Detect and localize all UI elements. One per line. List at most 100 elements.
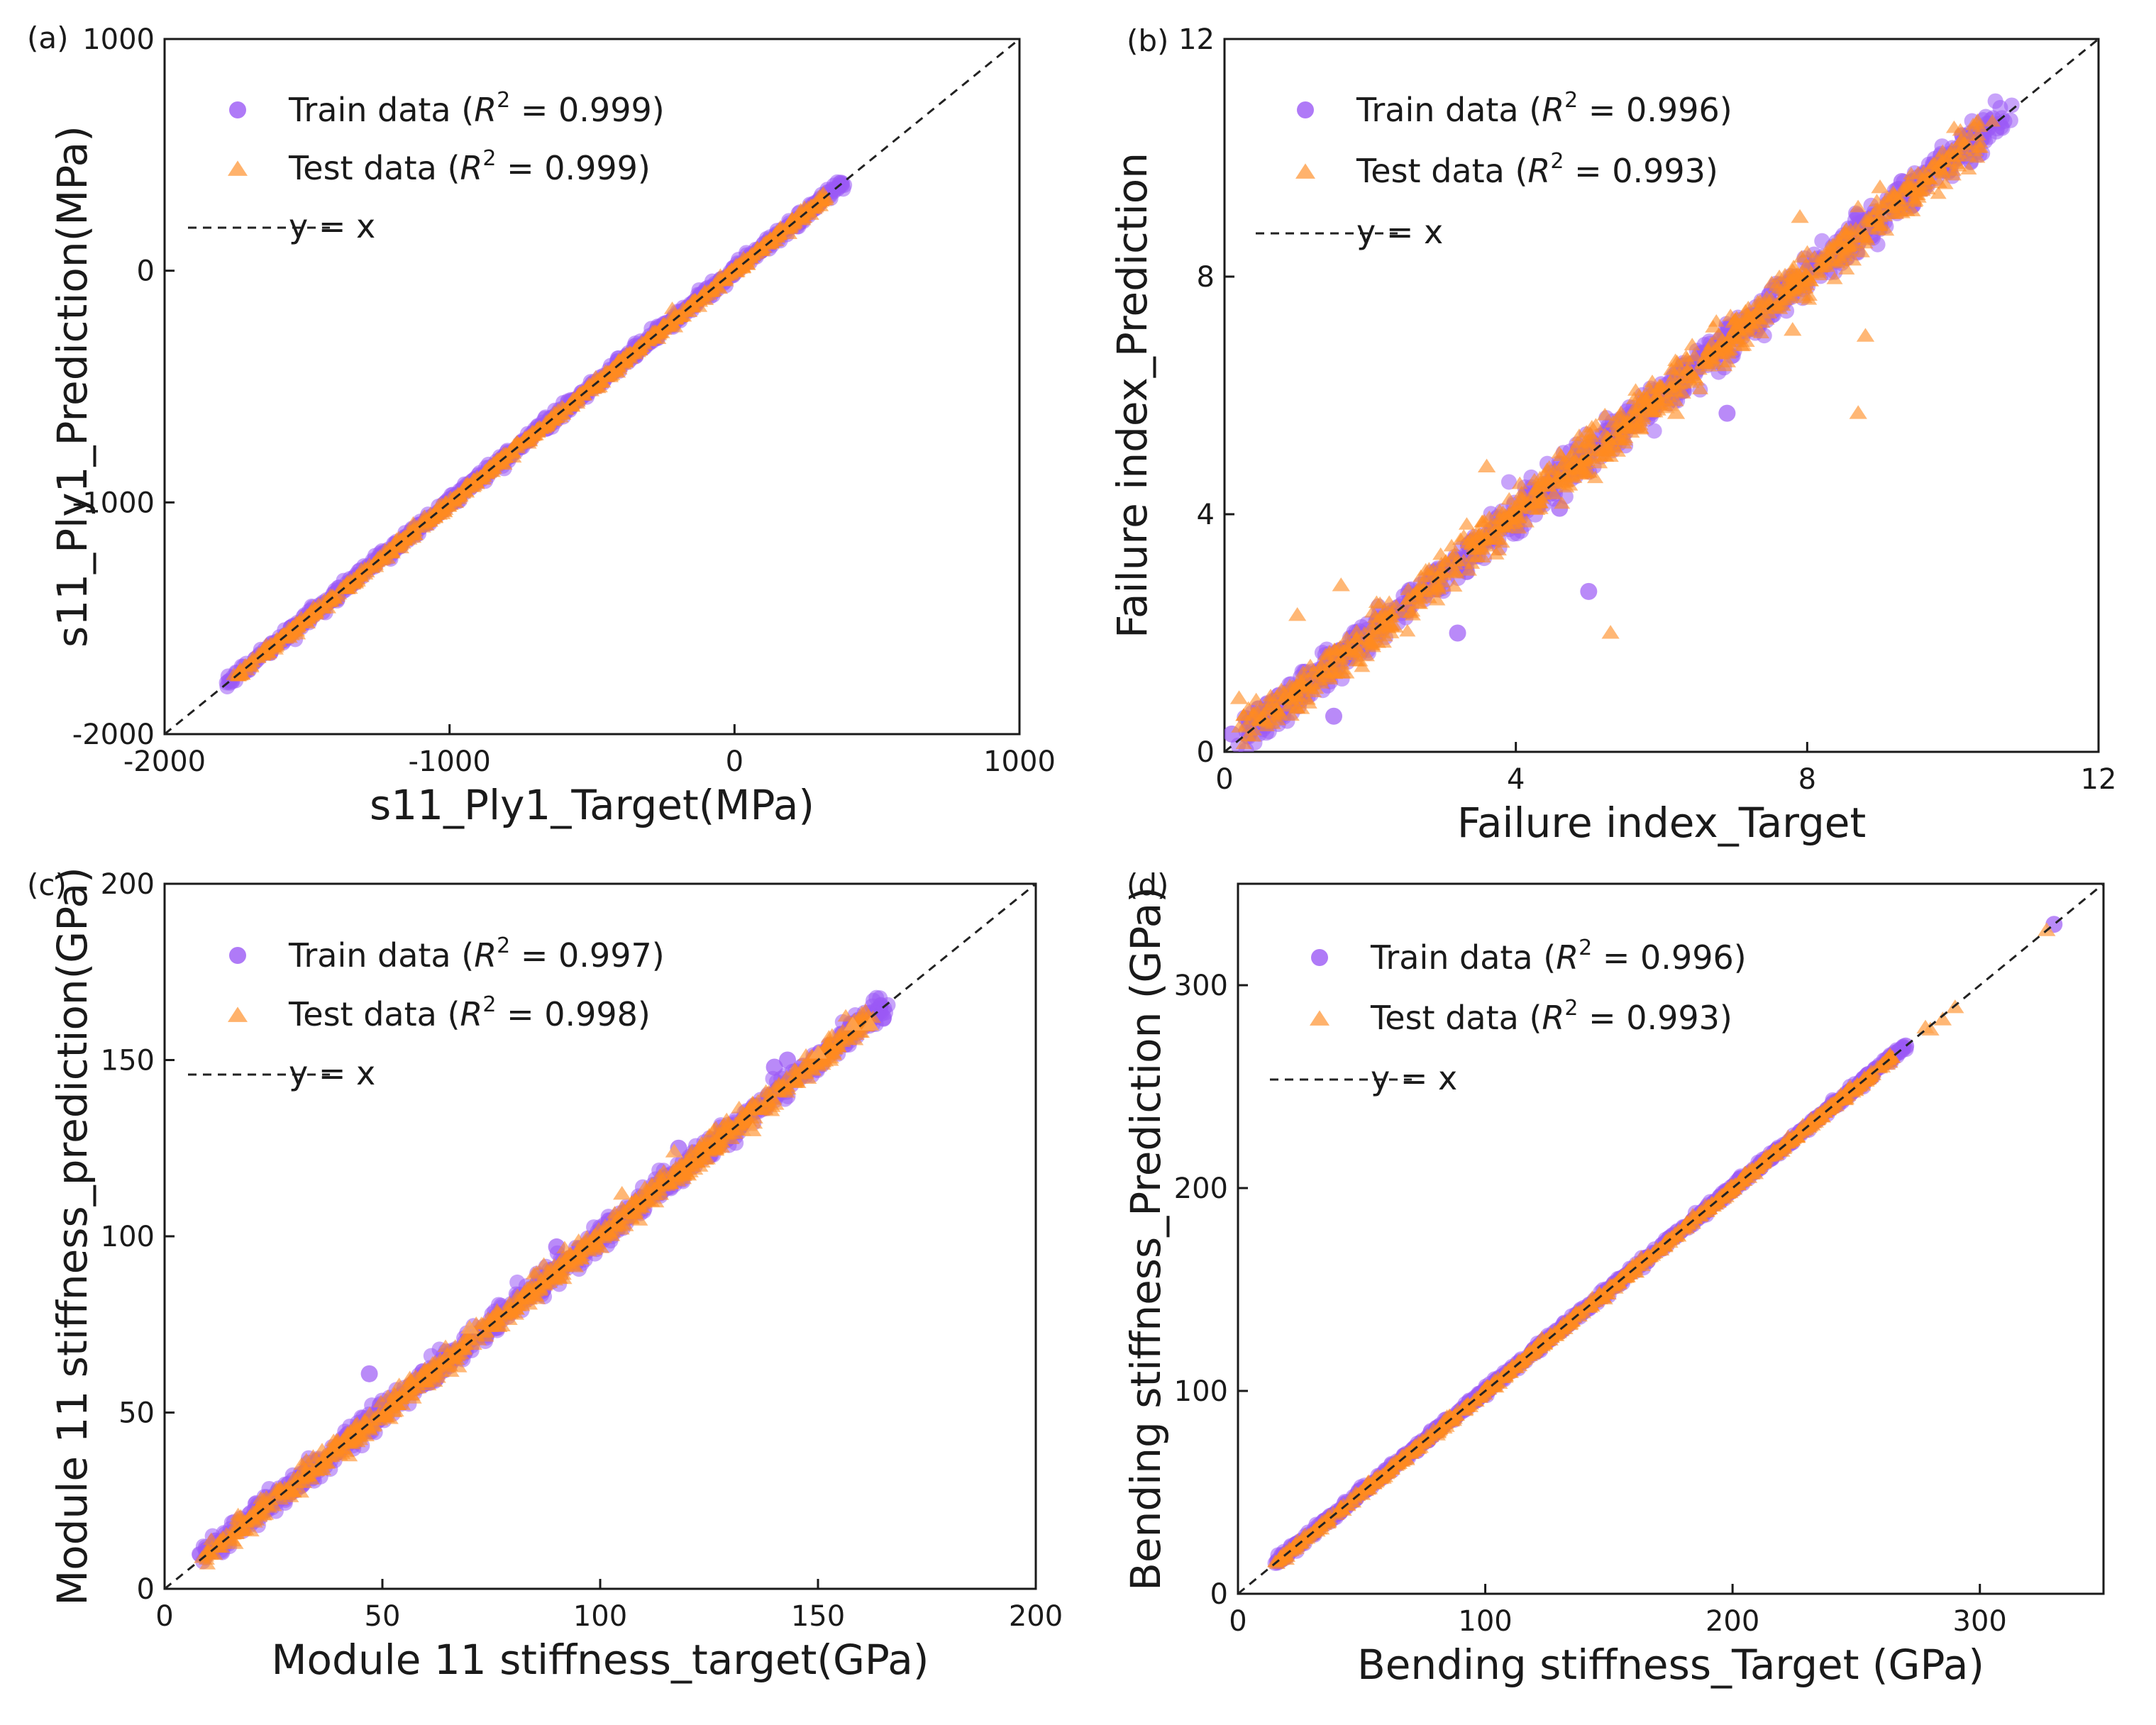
test-point	[226, 667, 243, 680]
y-tick-label: 4	[1197, 499, 1215, 531]
test-point	[1288, 700, 1305, 713]
test-point	[1900, 174, 1917, 188]
test-point	[1458, 517, 1476, 530]
y-tick-label: 150	[101, 1045, 155, 1077]
y-tick-label: 100	[101, 1221, 155, 1253]
test-point	[772, 220, 789, 233]
legend-r: R	[1542, 91, 1564, 129]
test-point	[244, 651, 261, 664]
test-point	[1781, 290, 1798, 304]
plot-frame	[163, 38, 1021, 736]
test-point	[1235, 708, 1252, 721]
test-point	[604, 367, 621, 380]
test-point	[1446, 579, 1463, 592]
test-point	[1477, 458, 1496, 472]
test-point	[1364, 639, 1382, 653]
test-point	[1879, 190, 1896, 204]
test-point	[1302, 658, 1319, 672]
test-point	[1349, 645, 1367, 658]
test-point	[1719, 355, 1737, 367]
test-point	[1700, 342, 1717, 355]
test-point	[1229, 690, 1249, 704]
test-point	[1688, 372, 1706, 386]
test-point	[1637, 396, 1654, 409]
test-point	[1596, 407, 1613, 421]
test-point	[1437, 553, 1454, 567]
test-point	[1960, 162, 1977, 175]
test-point	[1733, 338, 1751, 352]
test-point	[1411, 596, 1429, 609]
y-tick-label: 12	[1178, 23, 1215, 56]
x-axis-label: s11_Ply1_Target(MPa)	[370, 781, 814, 829]
test-point	[1705, 320, 1722, 333]
y-tick-label: 1000	[82, 23, 155, 56]
test-point	[1930, 186, 1947, 199]
legend-label: y = x	[289, 207, 375, 245]
x-tick-label: 4	[1507, 763, 1525, 796]
y-tick-label: 8	[1197, 261, 1215, 294]
test-point	[1284, 686, 1301, 699]
test-point	[1971, 119, 1989, 133]
test-point	[1674, 386, 1691, 399]
test-point	[1730, 323, 1747, 336]
test-point	[1587, 470, 1604, 484]
test-point	[1235, 736, 1252, 749]
test-point	[1850, 199, 1867, 213]
x-tick-label: 0	[1215, 763, 1233, 796]
test-point	[1635, 409, 1652, 423]
x-tick-label: -2000	[123, 745, 206, 778]
test-point	[1757, 296, 1774, 309]
identity-line	[164, 38, 1020, 736]
plot-frame	[1223, 38, 2100, 753]
test-point	[1952, 123, 1969, 136]
test-point	[1487, 532, 1505, 545]
test-point	[1288, 606, 1307, 621]
test-point	[1471, 542, 1488, 555]
test-point	[1722, 336, 1739, 349]
x-axis-label: Failure index_Target	[1457, 799, 1866, 847]
test-point	[1752, 326, 1770, 339]
legend-entry: Test data (R2 = 0.999)	[288, 146, 651, 187]
test-point	[1474, 528, 1491, 541]
test-point	[290, 616, 307, 628]
train-point	[1449, 624, 1466, 642]
test-point	[1674, 370, 1691, 383]
test-point	[1375, 635, 1392, 648]
legend-r: R	[1527, 152, 1550, 190]
train-point	[1869, 236, 1886, 253]
test-point	[1550, 476, 1567, 489]
x-tick-label: -1000	[409, 745, 491, 778]
y-tick-label: -1000	[72, 487, 155, 519]
test-point	[1376, 628, 1393, 642]
test-point	[1722, 328, 1739, 342]
panel-label: (a)	[27, 21, 69, 55]
test-point	[1383, 618, 1400, 631]
test-point	[1271, 706, 1288, 719]
scatter-points	[219, 174, 853, 694]
test-point	[268, 635, 285, 648]
test-point	[480, 460, 497, 472]
test-point	[1448, 565, 1465, 579]
test-point	[1358, 632, 1376, 645]
test-point	[1845, 253, 1862, 266]
test-point	[1326, 642, 1343, 655]
test-point	[1500, 492, 1518, 505]
test-point	[628, 341, 645, 354]
test-point	[1545, 487, 1562, 499]
test-point	[1691, 382, 1709, 394]
test-point	[1945, 163, 1962, 176]
test-point	[687, 293, 704, 306]
test-point	[814, 192, 831, 206]
test-point	[1443, 538, 1460, 552]
test-point	[1354, 659, 1371, 672]
test-point	[273, 628, 290, 641]
x-tick-label: 8	[1798, 763, 1816, 796]
test-point	[1334, 665, 1351, 679]
legend-entry: y = x	[1356, 213, 1443, 251]
test-point	[1801, 288, 1818, 301]
test-point	[1371, 596, 1388, 609]
test-point	[361, 558, 378, 570]
legend-sup: 2	[1564, 88, 1578, 113]
